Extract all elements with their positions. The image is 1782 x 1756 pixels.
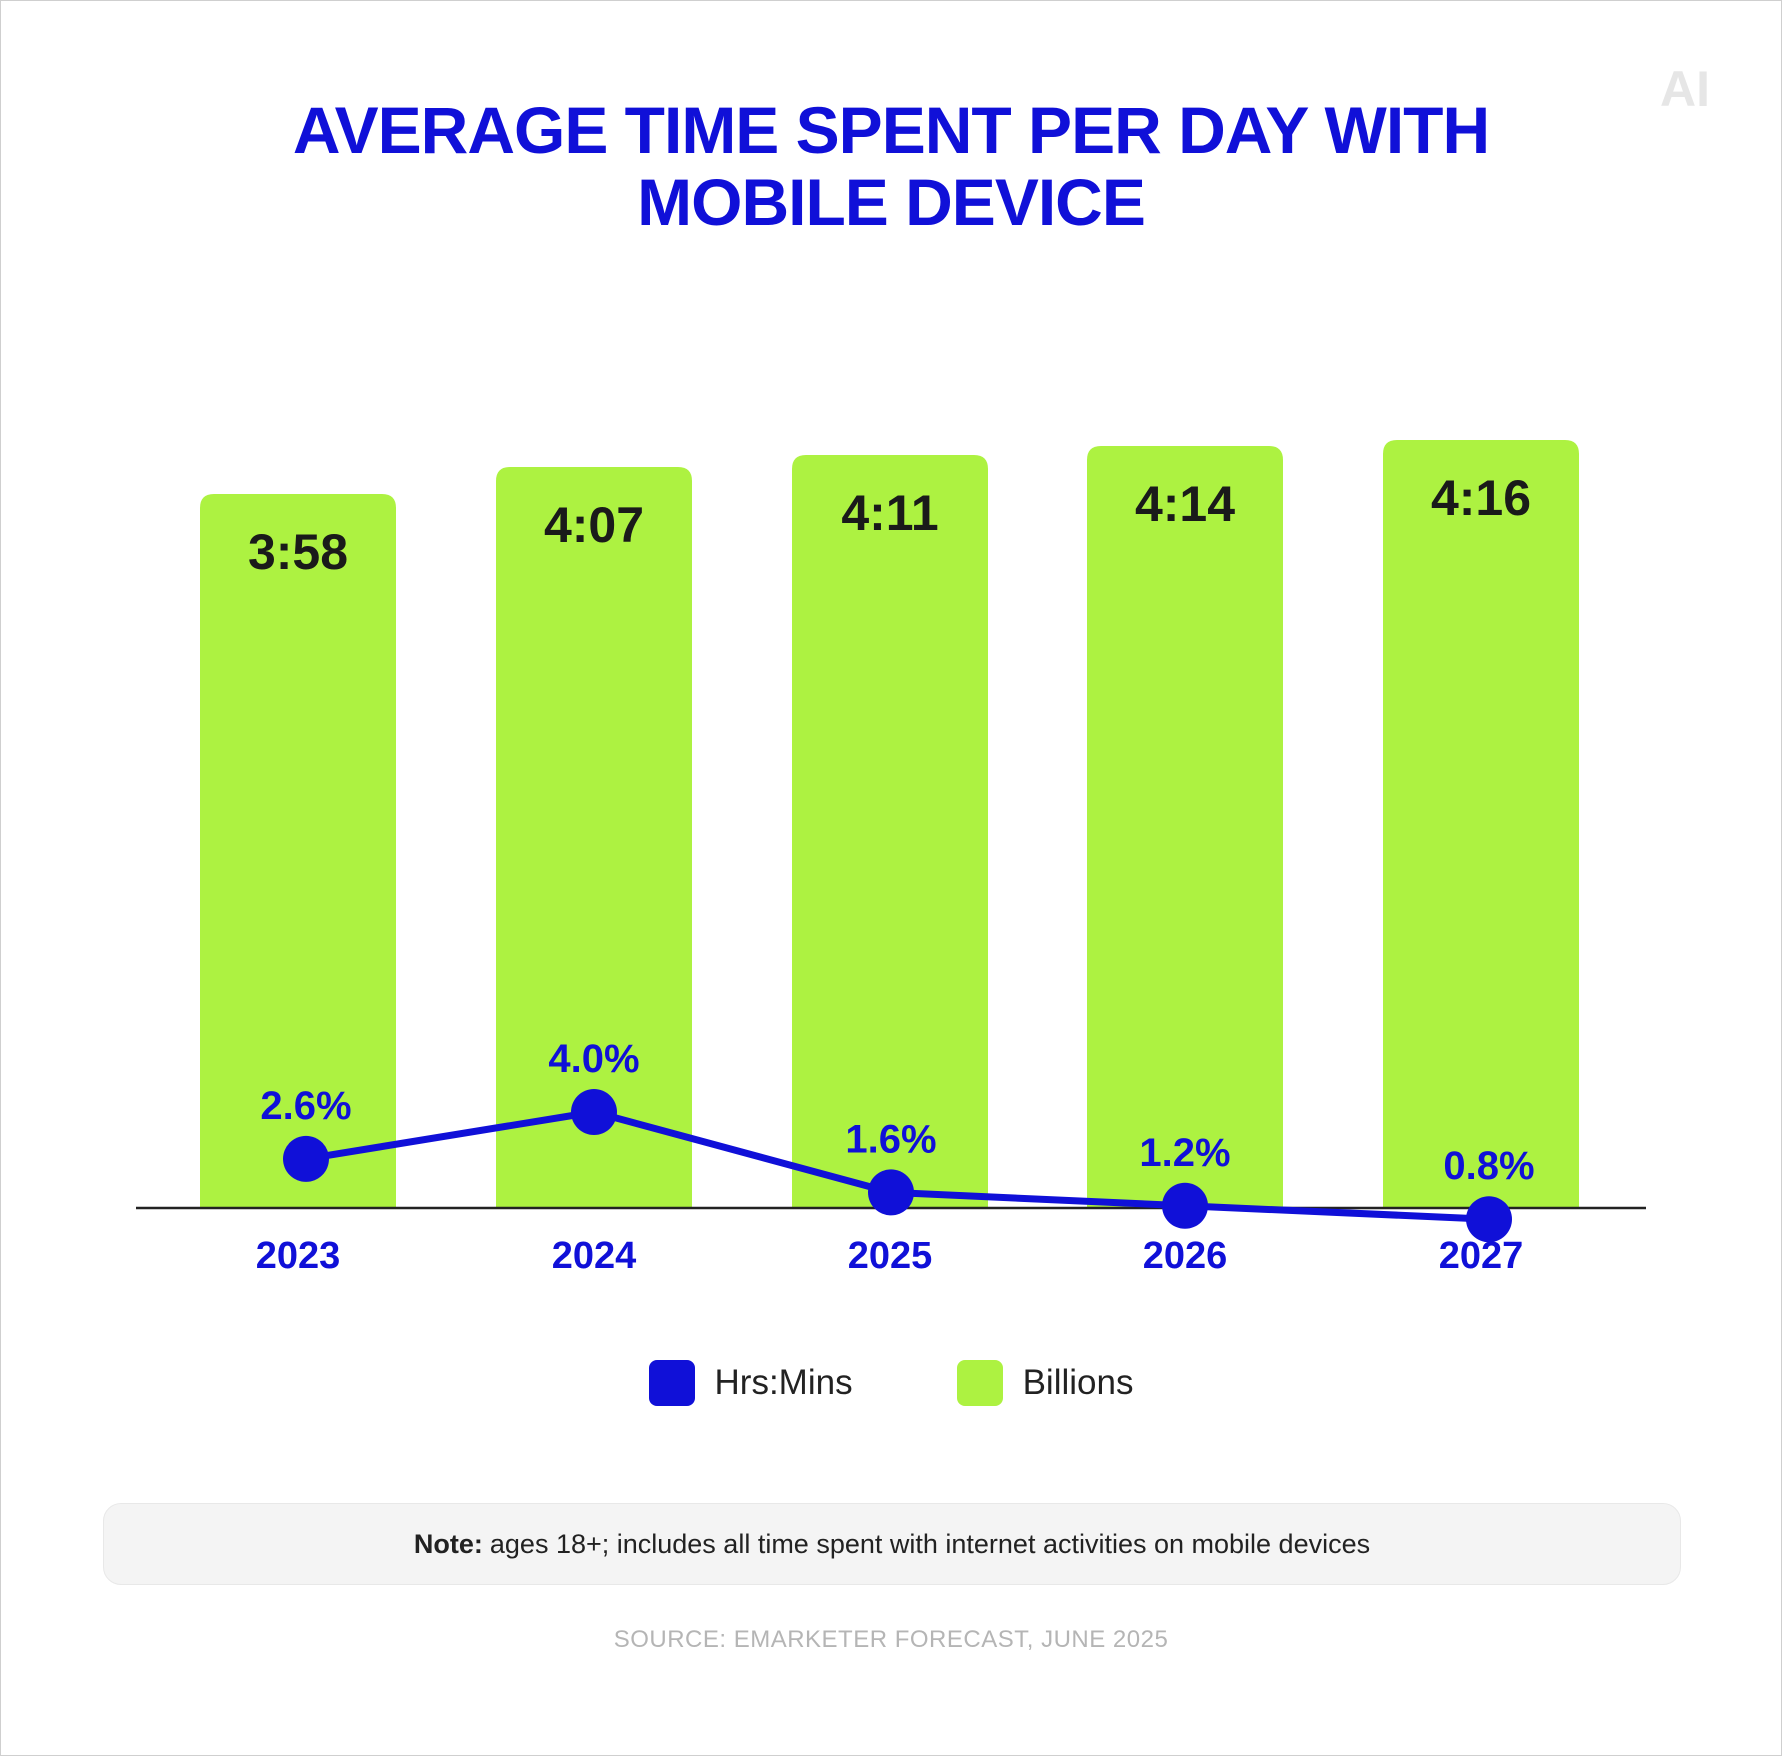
note-text: ages 18+; includes all time spent with i… [489, 1528, 1371, 1559]
bar-value-label-2025: 4:11 [841, 485, 938, 541]
title-line-2: MOBILE DEVICE [637, 165, 1146, 239]
bar-2023 [200, 494, 396, 1208]
line-value-label-2027: 0.8% [1443, 1144, 1534, 1188]
line-value-label-2025: 1.6% [845, 1117, 936, 1161]
bar-value-label-2027: 4:16 [1431, 470, 1531, 526]
line-point-2027 [1466, 1196, 1512, 1243]
note-box: Note: ages 18+; includes all time spent … [103, 1503, 1681, 1585]
line-point-2025 [868, 1169, 914, 1216]
line-value-label-2026: 1.2% [1139, 1131, 1230, 1175]
bar-value-label-2024: 4:07 [544, 497, 644, 553]
bar-2026 [1087, 446, 1283, 1208]
chart-legend: Hrs:Mins Billions [0, 1360, 1782, 1406]
x-tick-label-2025: 2025 [848, 1235, 933, 1277]
line-point-2024 [571, 1089, 617, 1135]
bar-2027 [1383, 440, 1579, 1208]
line-point-2023 [283, 1135, 329, 1182]
line-value-label-2023: 2.6% [260, 1084, 351, 1128]
x-tick-label-2024: 2024 [552, 1235, 637, 1277]
note-label: Note: [413, 1528, 483, 1559]
x-tick-label-2027: 2027 [1439, 1235, 1524, 1277]
bar-value-label-2026: 4:14 [1135, 476, 1235, 532]
chart-title: AVERAGE TIME SPENT PER DAY WITH MOBILE D… [0, 94, 1782, 238]
x-tick-label-2023: 2023 [256, 1235, 341, 1277]
legend-swatch-line [648, 1360, 695, 1406]
source-text: SOURCE: EMARKETER FORECAST, JUNE 2025 [613, 1626, 1169, 1653]
brand-logo: AI [1660, 61, 1710, 112]
bar-2024 [496, 467, 692, 1208]
bar-value-label-2023: 3:58 [248, 524, 348, 580]
line-point-2026 [1162, 1182, 1208, 1229]
legend-item-billions: Billions [956, 1360, 1134, 1406]
legend-swatch-bar [956, 1360, 1003, 1406]
bar-2025 [792, 455, 988, 1208]
title-line-1: AVERAGE TIME SPENT PER DAY WITH [292, 93, 1490, 167]
bar-line-chart: 3:58 4:07 4:11 4:14 4:16 2.6% 4.0% 1.6% 1.2% 0.8%… [136, 440, 1646, 1277]
x-tick-label-2026: 2026 [1143, 1235, 1228, 1277]
logo-text: AI [1660, 61, 1710, 112]
line-value-label-2024: 4.0% [548, 1037, 639, 1081]
legend-item-hrs-mins: Hrs:Mins [648, 1360, 853, 1406]
legend-label-billions: Billions [1022, 1363, 1134, 1402]
legend-label-hrs-mins: Hrs:Mins [714, 1363, 853, 1402]
